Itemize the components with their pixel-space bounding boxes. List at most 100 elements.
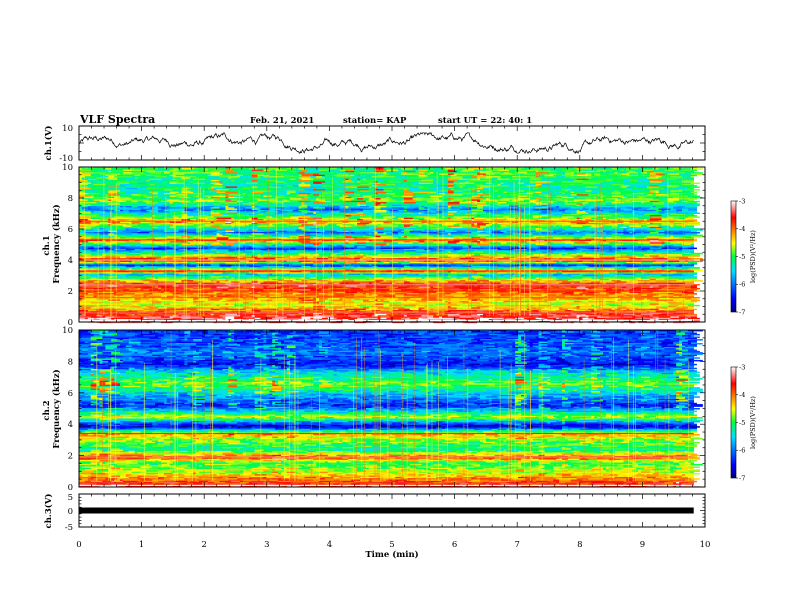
- spectrogram-cell: [503, 192, 506, 194]
- spectrogram-cell: [562, 205, 568, 207]
- spectrogram-cell: [503, 216, 509, 218]
- spectrogram-cell: [635, 218, 638, 220]
- spectrogram-cell: [220, 176, 229, 178]
- spectrogram-cell: [565, 203, 577, 205]
- spectrogram-cell: [480, 180, 492, 182]
- spectrogram-cell: [600, 206, 609, 208]
- spectrogram-cell: [670, 175, 676, 177]
- spectrogram-cell: [296, 176, 302, 178]
- spectrogram-cell: [316, 171, 319, 173]
- spectrogram-cell: [641, 222, 653, 224]
- spectrogram-cell: [404, 218, 413, 220]
- spectrogram-cell: [653, 198, 662, 200]
- spectrogram-cell: [623, 175, 626, 177]
- spectrogram-cell: [105, 226, 117, 228]
- spectrogram-cell: [451, 213, 460, 215]
- spectrogram-cell: [606, 170, 612, 172]
- spectrogram-cell: [542, 192, 551, 194]
- spectrogram-cell: [97, 177, 103, 179]
- spectrogram-cell: [284, 213, 296, 215]
- spectrogram-cell: [135, 207, 144, 209]
- spectrogram-cell: [146, 189, 149, 191]
- spectrogram-cell: [231, 222, 234, 224]
- spectrogram-cell: [225, 219, 234, 221]
- spectrogram-cell: [299, 210, 308, 212]
- spectrogram-cell: [495, 184, 498, 186]
- spectrogram-cell: [679, 180, 682, 182]
- spectrogram-cell: [486, 177, 492, 179]
- spectrogram-cell: [360, 210, 363, 212]
- spectrogram-cell: [132, 214, 138, 216]
- spectrogram-cell: [457, 231, 460, 233]
- spectrogram-cell: [170, 222, 182, 224]
- spectrogram-cell: [433, 172, 445, 174]
- spectrogram-cell: [451, 176, 463, 178]
- spectrogram-cell: [386, 193, 395, 195]
- spectrogram-cell: [670, 174, 679, 176]
- spectrogram-cell: [650, 171, 653, 173]
- spectrogram-cell: [325, 177, 337, 179]
- spectrogram-cell: [492, 177, 498, 179]
- spectrogram-cell: [421, 222, 430, 224]
- spectrogram-cell: [375, 227, 387, 229]
- spectrogram-cell: [102, 237, 108, 239]
- spectrogram-cell: [269, 170, 272, 172]
- spectrogram-cell: [164, 183, 170, 185]
- spectrogram-cell: [410, 183, 419, 185]
- spectrogram-cell: [354, 216, 366, 218]
- spectrogram-cell: [143, 185, 146, 187]
- spectrogram-cell: [460, 202, 472, 204]
- spectrogram-cell: [442, 222, 445, 224]
- spectrogram-cell: [319, 201, 322, 203]
- spectrogram-cell: [559, 177, 571, 179]
- spectrogram-cell: [439, 235, 451, 237]
- spectrogram-cell: [421, 189, 433, 191]
- spectrogram-cell: [82, 179, 88, 181]
- spectrogram-cell: [372, 197, 375, 199]
- spectrogram-cell: [319, 205, 328, 207]
- spectrogram-cell: [521, 216, 533, 218]
- spectrogram-cell: [123, 172, 132, 174]
- spectrogram-cell: [202, 181, 214, 183]
- spectrogram-cell: [621, 193, 633, 195]
- spectrogram-cell: [211, 244, 223, 246]
- spectrogram-cell: [313, 194, 319, 196]
- spectrogram-cell: [170, 233, 173, 235]
- spectrogram-cell: [240, 202, 249, 204]
- spectrogram-cell: [433, 213, 442, 215]
- spectrogram-cell: [638, 185, 647, 187]
- spectrogram-cell: [667, 207, 673, 209]
- spectrogram-cell: [255, 210, 258, 212]
- spectrogram-cell: [597, 177, 606, 179]
- spectrogram-cell: [480, 237, 486, 239]
- spectrogram-cell: [170, 224, 173, 226]
- spectrogram-cell: [126, 188, 138, 190]
- spectrogram-cell: [413, 209, 419, 211]
- spectrogram-cell: [222, 194, 225, 196]
- spectrogram-cell: [410, 189, 422, 191]
- spectrogram-cell: [310, 197, 316, 199]
- spectrogram-cell: [220, 202, 229, 204]
- spectrogram-cell: [208, 177, 220, 179]
- spectrogram-cell: [676, 207, 682, 209]
- spectrogram-cell: [626, 187, 635, 189]
- spectrogram-cell: [152, 215, 155, 217]
- spectrogram-cell: [489, 214, 492, 216]
- spectrogram-cell: [372, 231, 378, 233]
- spectrogram-cell: [501, 200, 510, 202]
- spectrogram-cell: [471, 232, 480, 234]
- spectrogram-cell: [120, 168, 129, 170]
- spectrogram-cell: [498, 236, 507, 238]
- spectrogram-cell: [299, 175, 302, 177]
- spectrogram-cell: [369, 197, 372, 199]
- spectrogram-cell: [635, 185, 638, 187]
- spectrogram-cell: [179, 200, 185, 202]
- spectrogram-cell: [176, 193, 179, 195]
- spectrogram-cell: [334, 192, 340, 194]
- spectrogram-cell: [442, 213, 451, 215]
- spectrogram-cell: [413, 205, 419, 207]
- spectrogram-cell: [471, 226, 480, 228]
- spectrogram-cell: [629, 181, 632, 183]
- spectrogram-cell: [644, 232, 650, 234]
- spectrogram-cell: [530, 183, 536, 185]
